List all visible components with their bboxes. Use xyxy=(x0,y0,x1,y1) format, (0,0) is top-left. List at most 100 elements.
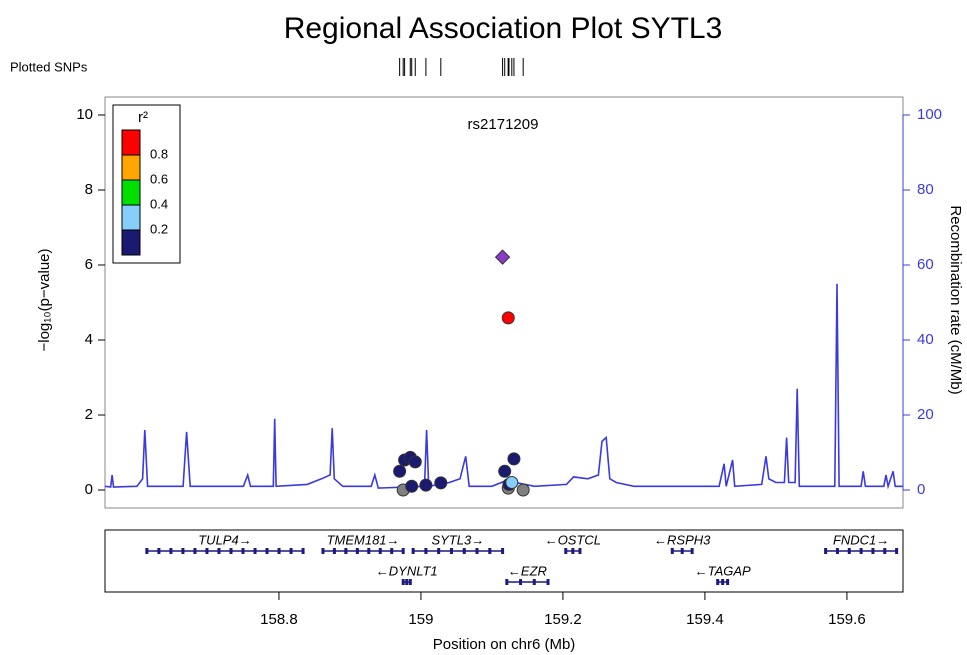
chart-title: Regional Association Plot SYTL3 xyxy=(284,12,723,45)
exon xyxy=(241,548,245,554)
x-tick-label: 158.8 xyxy=(260,611,298,628)
exon xyxy=(449,548,453,554)
y2-tick-label: 0 xyxy=(917,481,925,498)
exon xyxy=(670,548,674,554)
legend-label: 0.8 xyxy=(150,146,168,161)
exon xyxy=(437,548,441,554)
exon xyxy=(546,579,550,585)
legend-swatch xyxy=(121,179,141,206)
y2-tick-label: 80 xyxy=(917,181,934,198)
y2-tick-label: 20 xyxy=(917,406,934,423)
exon xyxy=(355,548,359,554)
exon xyxy=(205,548,209,554)
legend-label: 0.2 xyxy=(150,221,168,236)
exon xyxy=(217,548,221,554)
exon xyxy=(424,548,428,554)
exon xyxy=(265,548,269,554)
legend-swatch xyxy=(121,154,141,181)
exon xyxy=(405,579,409,585)
exon xyxy=(895,548,899,554)
exon xyxy=(289,548,293,554)
y-tick-label: 10 xyxy=(76,106,93,123)
gene-label: FNDC1→ xyxy=(833,532,889,547)
legend-swatch xyxy=(121,204,141,231)
y-tick-label: 2 xyxy=(85,406,93,423)
snp-point xyxy=(419,478,433,492)
exon xyxy=(578,548,582,554)
snp-point xyxy=(405,479,419,493)
snp-point xyxy=(498,464,512,478)
gene-label: ←TAGAP xyxy=(695,563,751,578)
y2-tick-label: 60 xyxy=(917,256,934,273)
exon xyxy=(332,548,336,554)
exon xyxy=(301,548,305,554)
exon xyxy=(519,579,523,585)
exon xyxy=(475,548,479,554)
exon xyxy=(571,548,575,554)
x-tick-label: 159.4 xyxy=(686,611,724,628)
exon xyxy=(871,548,875,554)
y-tick-label: 8 xyxy=(85,181,93,198)
annotation: rs2171209 xyxy=(468,116,539,133)
exon xyxy=(680,548,684,554)
snp-point xyxy=(393,464,407,478)
gene-label: ←DYNLT1 xyxy=(376,563,438,578)
exon xyxy=(344,548,348,554)
y2-tick-label: 40 xyxy=(917,331,934,348)
gene-label: ←EZR xyxy=(508,563,547,578)
x-tick-label: 159.2 xyxy=(544,611,582,628)
exon xyxy=(321,548,325,554)
y-tick-label: 4 xyxy=(85,331,93,348)
exon xyxy=(690,548,694,554)
exon xyxy=(367,548,371,554)
exon xyxy=(505,579,509,585)
snp-point xyxy=(434,476,448,490)
gene-label: ←RSPH3 xyxy=(654,532,711,547)
exon xyxy=(488,548,492,554)
exon xyxy=(847,548,851,554)
exon xyxy=(532,579,536,585)
exon xyxy=(401,548,405,554)
exon xyxy=(181,548,185,554)
snp-point xyxy=(501,311,515,325)
exon xyxy=(408,579,412,585)
y2-tick-label: 100 xyxy=(917,106,942,123)
exon xyxy=(835,548,839,554)
snp-point xyxy=(516,483,530,497)
exon xyxy=(501,548,505,554)
gene-frame xyxy=(104,529,904,593)
exon xyxy=(462,548,466,554)
snp-point xyxy=(408,455,422,469)
exon xyxy=(411,548,415,554)
y-axis-title: −log₁₀(p−value) xyxy=(36,248,53,351)
exon xyxy=(145,548,149,554)
gene-label: TULP4→ xyxy=(198,532,251,547)
exon xyxy=(716,579,720,585)
exon xyxy=(169,548,173,554)
y-tick-label: 6 xyxy=(85,256,93,273)
legend-label: 0.4 xyxy=(150,196,168,211)
exon xyxy=(157,548,161,554)
legend-label: 0.6 xyxy=(150,171,168,186)
exon xyxy=(378,548,382,554)
legend-title: r² xyxy=(138,109,148,126)
exon xyxy=(564,548,568,554)
x-tick-label: 159.6 xyxy=(828,611,866,628)
y2-axis-title: Recombination rate (cM/Mb) xyxy=(947,205,964,394)
y-tick-label: 0 xyxy=(85,481,93,498)
exon xyxy=(193,548,197,554)
exon xyxy=(824,548,828,554)
plot-frame xyxy=(104,96,904,509)
x-tick-label: 159 xyxy=(408,611,433,628)
gene-label: TMEM181→ xyxy=(327,532,400,547)
exon xyxy=(401,579,405,585)
gene-label: ←OSTCL xyxy=(545,532,601,547)
exon xyxy=(721,579,725,585)
rug-label: Plotted SNPs xyxy=(10,59,88,74)
legend-swatch xyxy=(121,229,141,256)
snp-point xyxy=(507,452,521,466)
exon xyxy=(726,579,730,585)
recombination-line xyxy=(104,283,903,490)
